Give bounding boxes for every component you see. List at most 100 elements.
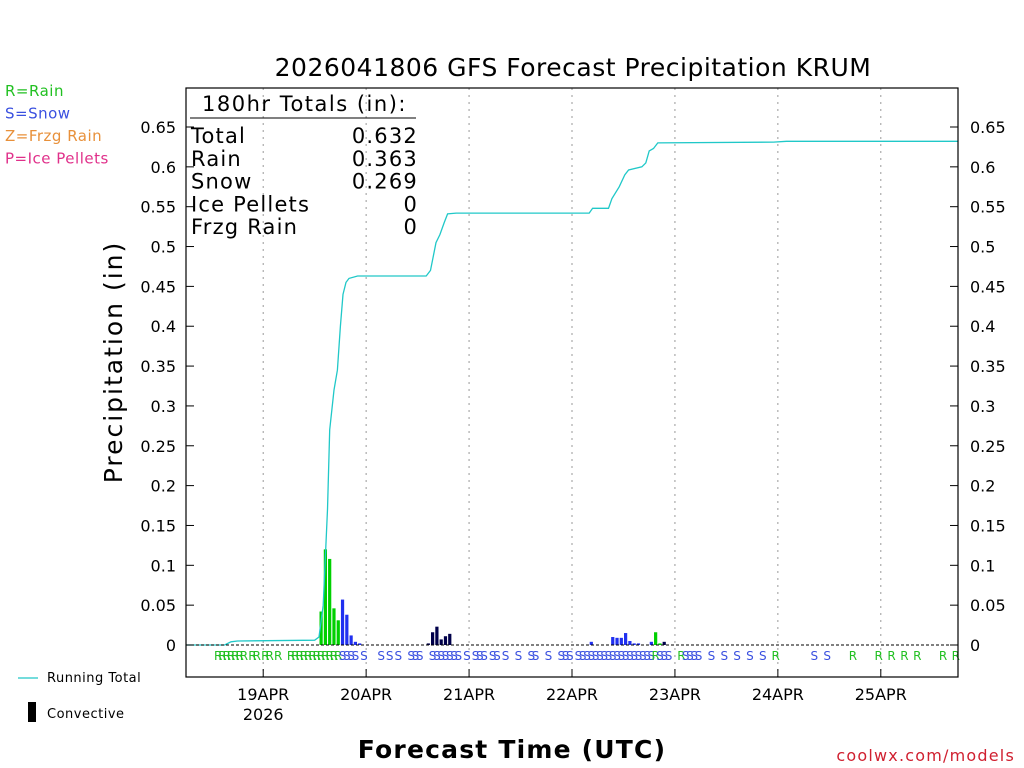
ptype-marker-rain: R — [887, 649, 895, 663]
y-tick-label-left: 0.2 — [151, 477, 176, 496]
ptype-marker-snow: S — [343, 649, 351, 663]
y-tick-label-left: 0.15 — [140, 516, 176, 535]
precip-bar-snow — [353, 641, 358, 645]
y-tick-label-left: 0.4 — [151, 317, 176, 336]
ptype-legend-item: Z=Frzg Rain — [5, 127, 102, 145]
precip-bar-rain — [658, 643, 662, 645]
y-tick-label-right: 0.45 — [970, 277, 1006, 296]
totals-row-value: 0.632 — [352, 124, 418, 148]
precip-bar-snow — [340, 599, 345, 645]
precip-bar-rain — [323, 549, 327, 645]
precip-bar-convective — [448, 633, 452, 645]
precip-bars — [319, 549, 666, 645]
ptype-marker-snow: S — [592, 649, 600, 663]
ptype-marker-rain: R — [900, 649, 908, 663]
y-axis-label: Precipitation (in) — [99, 241, 128, 484]
ptype-marker-snow: S — [708, 649, 716, 663]
ptype-marker-snow: S — [545, 649, 553, 663]
ptype-marker-snow: S — [686, 649, 694, 663]
ptype-marker-snow: S — [626, 649, 634, 663]
y-tick-label-left: 0.25 — [140, 437, 176, 456]
precip-bar-snow — [628, 641, 632, 645]
ptype-marker-rain: R — [849, 649, 857, 663]
totals-box: 180hr Totals (in): Total 0.632 Rain 0.363 Sn… — [190, 92, 418, 239]
x-tick-label: 24APR — [752, 685, 804, 704]
ptype-marker-rain: R — [772, 649, 780, 663]
ptype-marker-rain: R — [321, 649, 329, 663]
ptype-marker-rain: R — [253, 649, 261, 663]
precip-bar-convective — [435, 626, 439, 645]
ptype-marker-snow: S — [660, 649, 668, 663]
ptype-marker-snow: S — [811, 649, 819, 663]
precip-bar-snow — [358, 643, 362, 645]
x-tick-label: 23APR — [649, 685, 701, 704]
y-tick-label-right: 0.1 — [970, 556, 995, 575]
ptype-marker-snow: S — [630, 649, 638, 663]
totals-row-value: 0.269 — [352, 170, 418, 194]
precip-bar-snow — [632, 643, 636, 645]
ptype-marker-rain: R — [218, 649, 226, 663]
ptype-marker-snow: S — [442, 649, 450, 663]
precip-bar-rain — [654, 632, 658, 645]
ptype-marker-snow: S — [823, 649, 831, 663]
ptype-marker-snow: S — [682, 649, 690, 663]
credit-text: coolwx.com/models — [836, 746, 1015, 765]
running-total-line — [186, 140, 958, 646]
ptype-marker-snow: S — [575, 649, 583, 663]
totals-row-label: Ice Pellets — [191, 192, 310, 216]
ptype-marker-rain: R — [913, 649, 921, 663]
ptype-marker-snow: S — [433, 649, 441, 663]
ptype-marker-rain: R — [223, 649, 231, 663]
ptype-marker-snow: S — [476, 649, 484, 663]
ptype-marker-rain: R — [304, 649, 312, 663]
ptype-marker-snow: S — [609, 649, 617, 663]
precip-bar-rain — [328, 558, 332, 645]
y-tick-label-right: 0.2 — [970, 477, 995, 496]
vertical-gridlines — [262, 88, 882, 677]
ptype-marker-rain: R — [308, 649, 316, 663]
ptype-legend-item: P=Ice Pellets — [5, 150, 109, 168]
ptype-marker-rain: R — [313, 649, 321, 663]
x-tick-label: 22APR — [546, 685, 598, 704]
x-tick-label: 21APR — [443, 685, 495, 704]
ptype-marker-snow: S — [639, 649, 647, 663]
y-tick-label-right: 0.55 — [970, 198, 1006, 217]
y-tick-label-left: 0.5 — [151, 238, 176, 257]
ptype-marker-rain: R — [952, 649, 960, 663]
precip-bar-convective — [662, 641, 666, 645]
ptype-legend-item: S=Snow — [5, 105, 71, 123]
precip-bar-rain — [319, 611, 323, 645]
ptype-marker-rain: R — [248, 649, 256, 663]
precip-bar-snow — [649, 641, 653, 645]
ptype-marker-snow: S — [450, 649, 458, 663]
convective-swatch — [28, 702, 36, 722]
totals-row-label: Rain — [191, 147, 242, 171]
ptype-marker-snow: S — [720, 649, 728, 663]
totals-row-label: Total — [190, 124, 246, 148]
ptype-marker-snow: S — [566, 649, 574, 663]
ptype-marker-snow: S — [360, 649, 368, 663]
ptype-marker-snow: S — [600, 649, 608, 663]
y-tick-label-right: 0.65 — [970, 118, 1006, 137]
x-axis-label: Forecast Time (UTC) — [358, 735, 666, 764]
ptype-marker-snow: S — [643, 649, 651, 663]
ptype-marker-snow: S — [489, 649, 497, 663]
ptype-marker-snow: S — [493, 649, 501, 663]
totals-row-label: Snow — [191, 170, 252, 194]
ptype-marker-rain: R — [651, 649, 659, 663]
ptype-marker-snow: S — [407, 649, 415, 663]
ptype-marker-snow: S — [746, 649, 754, 663]
precip-bar-convective — [443, 636, 448, 645]
ptype-marker-rain: R — [317, 649, 325, 663]
x-tick-label: 25APR — [855, 685, 907, 704]
precip-bar-rain — [336, 620, 340, 645]
precip-bar-convective — [431, 632, 435, 645]
ptype-marker-snow: S — [622, 649, 630, 663]
ptype-marker-rain: R — [287, 649, 295, 663]
precip-bar-snow — [349, 635, 353, 645]
y-tick-label-left: 0.45 — [140, 277, 176, 296]
y-tick-label-left: 0.35 — [140, 357, 176, 376]
ptype-marker-snow: S — [386, 649, 394, 663]
